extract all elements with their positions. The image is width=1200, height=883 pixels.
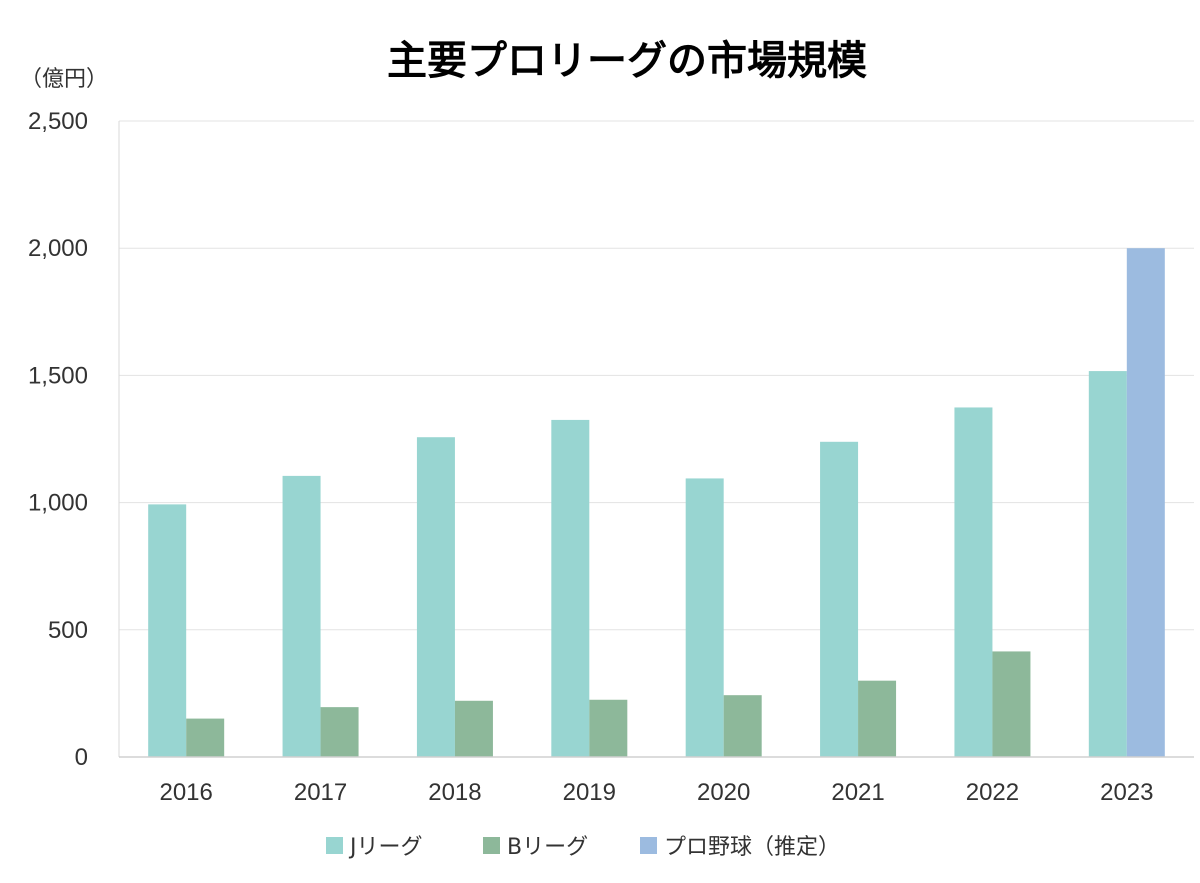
x-tick-label: 2016 xyxy=(159,779,212,806)
x-tick-label: 2017 xyxy=(294,779,347,806)
y-tick-label: 1,000 xyxy=(28,490,88,517)
bar-b-league-2020 xyxy=(723,695,762,757)
bar-b-league-2022 xyxy=(992,651,1031,757)
legend-item-j-league-swatch xyxy=(326,837,343,854)
bar-j-league-2017 xyxy=(282,475,321,757)
x-tick-label: 2022 xyxy=(966,779,1019,806)
x-tick-label: 2020 xyxy=(697,779,750,806)
x-tick-label: 2019 xyxy=(563,779,616,806)
legend-item-b-league-swatch xyxy=(483,837,500,854)
x-tick-label: 2018 xyxy=(428,779,481,806)
y-axis-unit-label: （億円） xyxy=(20,67,108,92)
chart-title: 主要プロリーグの市場規模 xyxy=(387,38,867,84)
y-tick-label: 0 xyxy=(75,744,88,771)
y-tick-label: 2,000 xyxy=(28,235,88,262)
axes: 0 500 1,000 1,500 2,000 2,500 2016 2017 2018 2019… xyxy=(28,108,1194,806)
bar-j-league-2021 xyxy=(820,441,859,757)
legend-item-j-league-label: Jリーグ xyxy=(348,835,423,860)
bar-j-league-2016 xyxy=(148,504,187,757)
bar-b-league-2019 xyxy=(589,699,628,757)
legend-item-pro-baseball-label: プロ野球（推定） xyxy=(664,835,840,860)
x-tick-label: 2021 xyxy=(831,779,884,806)
legend-item-pro-baseball-swatch xyxy=(640,837,657,854)
bar-j-league-2022 xyxy=(954,407,993,757)
bar-b-league-2017 xyxy=(320,707,359,757)
y-tick-label: 2,500 xyxy=(28,108,88,135)
bar-pro-baseball-2023 xyxy=(1126,248,1165,757)
y-tick-label: 1,500 xyxy=(28,362,88,389)
gridlines xyxy=(119,120,1194,631)
legend-item-b-league-label: Bリーグ xyxy=(507,835,588,860)
bar-b-league-2021 xyxy=(858,680,897,757)
bar-b-league-2016 xyxy=(186,718,225,757)
bar-b-league-2018 xyxy=(454,700,493,757)
legend: Jリーグ Bリーグ プロ野球（推定） xyxy=(326,835,840,860)
bar-j-league-2020 xyxy=(685,478,724,757)
bar-j-league-2023 xyxy=(1088,371,1127,757)
bar-j-league-2018 xyxy=(416,437,455,757)
bars xyxy=(148,248,1165,757)
y-tick-label: 500 xyxy=(48,617,88,644)
bar-j-league-2019 xyxy=(551,419,590,757)
x-tick-label: 2023 xyxy=(1100,779,1153,806)
